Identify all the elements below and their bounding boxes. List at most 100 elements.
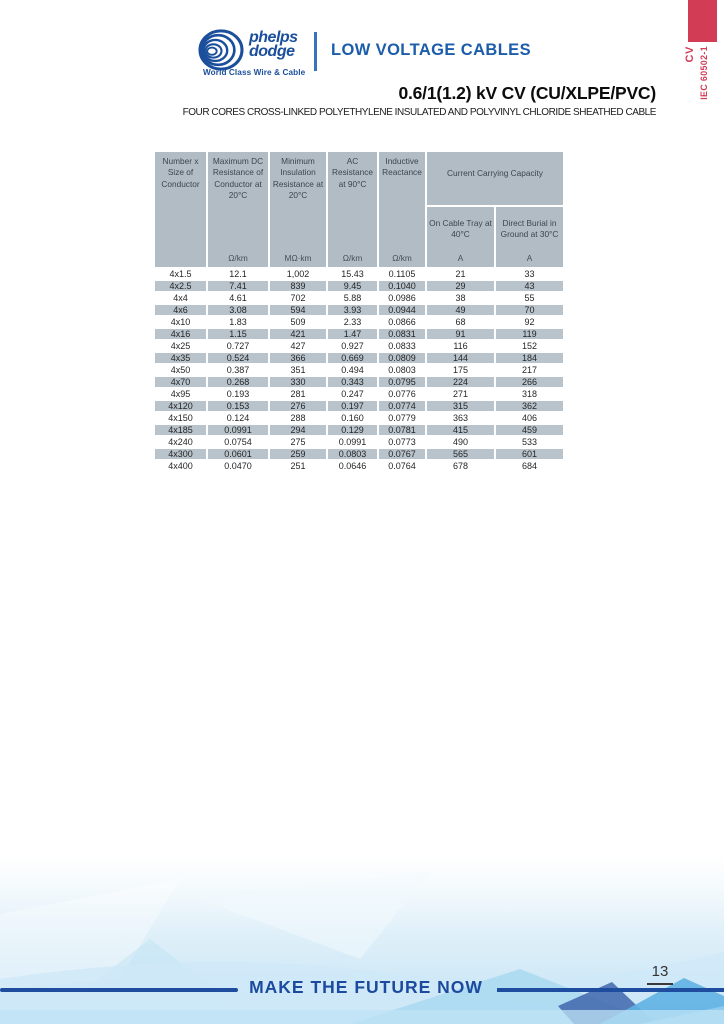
table-cell: 0.0991 (208, 425, 268, 435)
table-cell: 4x35 (155, 353, 206, 363)
table-cell: 684 (496, 461, 563, 471)
table-cell: 271 (427, 389, 494, 399)
table-cell: 4x185 (155, 425, 206, 435)
table-cell: 490 (427, 437, 494, 447)
table-cell: 4x120 (155, 401, 206, 411)
table-cell: 0.0866 (379, 317, 425, 327)
logo-tagline: World Class Wire & Cable (203, 68, 306, 77)
table-cell: 0.0773 (379, 437, 425, 447)
table-cell: 275 (270, 437, 326, 447)
table-cell: 266 (496, 377, 563, 387)
table-cell: 0.0803 (328, 449, 377, 459)
table-cell: 38 (427, 293, 494, 303)
table-cell: 49 (427, 305, 494, 315)
table-cell: 702 (270, 293, 326, 303)
table-cell: 0.0833 (379, 341, 425, 351)
spec-table: Number x Size of Conductor Maximum DC Re… (155, 152, 563, 471)
table-cell: 1,002 (270, 269, 326, 279)
table-cell: 0.1040 (379, 281, 425, 291)
table-cell: 3.93 (328, 305, 377, 315)
table-cell: 3.08 (208, 305, 268, 315)
footer-rule-left (0, 988, 238, 992)
title-block: 0.6/1(1.2) kV CV (CU/XLPE/PVC) FOUR CORE… (0, 83, 657, 118)
table-cell: 0.0781 (379, 425, 425, 435)
col-header-dc-resistance: Maximum DC Resistance of Conductor at 20… (208, 152, 268, 267)
table-cell: 0.0646 (328, 461, 377, 471)
table-cell: 259 (270, 449, 326, 459)
page-subtitle: FOUR CORES CROSS-LINKED POLYETHYLENE INS… (182, 107, 657, 118)
table-cell: 294 (270, 425, 326, 435)
table-cell: 92 (496, 317, 563, 327)
table-cell: 363 (427, 413, 494, 423)
table-cell: 415 (427, 425, 494, 435)
table-cell: 4x25 (155, 341, 206, 351)
col-header-current-capacity-group: Current Carrying Capacity (427, 152, 563, 205)
table-cell: 0.387 (208, 365, 268, 375)
header-divider (314, 32, 317, 71)
table-cell: 12.1 (208, 269, 268, 279)
table-cell: 4x16 (155, 329, 206, 339)
table-cell: 0.343 (328, 377, 377, 387)
table-cell: 459 (496, 425, 563, 435)
table-cell: 0.0776 (379, 389, 425, 399)
table-cell: 2.33 (328, 317, 377, 327)
side-tab-standard: IEC 60502-1 (699, 46, 709, 100)
table-cell: 21 (427, 269, 494, 279)
table-cell: 0.0831 (379, 329, 425, 339)
phelps-dodge-globe-icon (198, 29, 244, 71)
table-cell: 0.129 (328, 425, 377, 435)
table-cell: 839 (270, 281, 326, 291)
table-cell: 594 (270, 305, 326, 315)
table-cell: 184 (496, 353, 563, 363)
table-cell: 0.0986 (379, 293, 425, 303)
table-cell: 0.153 (208, 401, 268, 411)
table-cell: 4x6 (155, 305, 206, 315)
page-number: 13 (651, 963, 669, 980)
table-cell: 366 (270, 353, 326, 363)
table-cell: 0.268 (208, 377, 268, 387)
table-cell: 0.0754 (208, 437, 268, 447)
table-cell: 4x1.5 (155, 269, 206, 279)
table-cell: 0.0601 (208, 449, 268, 459)
table-cell: 119 (496, 329, 563, 339)
table-cell: 678 (427, 461, 494, 471)
table-cell: 0.0470 (208, 461, 268, 471)
table-cell: 1.15 (208, 329, 268, 339)
side-tab-product: CV (684, 46, 696, 63)
table-cell: 406 (496, 413, 563, 423)
table-cell: 281 (270, 389, 326, 399)
table-cell: 4x400 (155, 461, 206, 471)
footer-slogan: MAKE THE FUTURE NOW (249, 977, 483, 997)
table-cell: 68 (427, 317, 494, 327)
col-header-insulation-resistance: Minimum Insulation Resistance at 20°C MΩ… (270, 152, 326, 267)
table-cell: 4x2.5 (155, 281, 206, 291)
table-cell: 224 (427, 377, 494, 387)
table-cell: 4x95 (155, 389, 206, 399)
table-cell: 70 (496, 305, 563, 315)
table-cell: 362 (496, 401, 563, 411)
table-cell: 0.0803 (379, 365, 425, 375)
table-cell: 4x70 (155, 377, 206, 387)
table-cell: 276 (270, 401, 326, 411)
table-cell: 0.0944 (379, 305, 425, 315)
side-tab: CV IEC 60502-1 (684, 46, 709, 100)
table-cell: 0.193 (208, 389, 268, 399)
table-cell: 0.0795 (379, 377, 425, 387)
table-cell: 15.43 (328, 269, 377, 279)
table-cell: 0.197 (328, 401, 377, 411)
table-cell: 4.61 (208, 293, 268, 303)
section-banner: LOW VOLTAGE CABLES (331, 41, 531, 59)
table-cell: 152 (496, 341, 563, 351)
table-cell: 351 (270, 365, 326, 375)
table-cell: 0.494 (328, 365, 377, 375)
table-cell: 0.0991 (328, 437, 377, 447)
table-cell: 288 (270, 413, 326, 423)
side-tab-color-block (688, 0, 717, 42)
table-cell: 9.45 (328, 281, 377, 291)
table-cell: 315 (427, 401, 494, 411)
table-cell: 91 (427, 329, 494, 339)
table-cell: 5.88 (328, 293, 377, 303)
table-cell: 565 (427, 449, 494, 459)
table-cell: 4x300 (155, 449, 206, 459)
table-cell: 4x10 (155, 317, 206, 327)
